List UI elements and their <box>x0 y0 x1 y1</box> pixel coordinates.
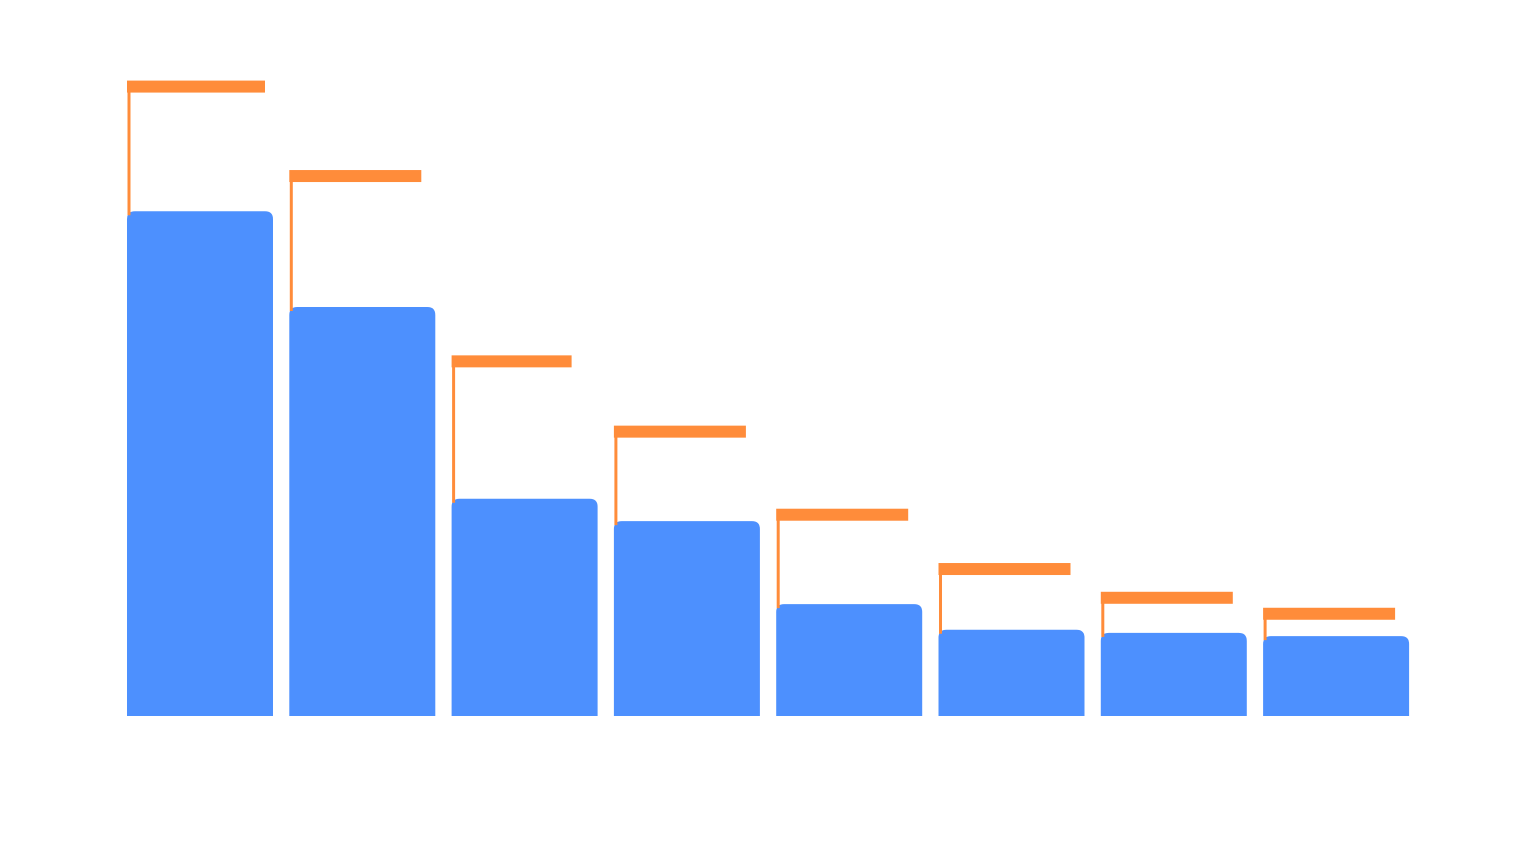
marker-8 <box>1263 607 1396 641</box>
bar-1 <box>127 211 273 716</box>
marker-cap-4 <box>613 425 746 438</box>
marker-3 <box>451 355 572 503</box>
marker-1 <box>127 80 265 216</box>
bar-7 <box>1100 632 1247 716</box>
bar-5 <box>776 604 923 716</box>
markers-layer <box>127 80 1396 641</box>
bars-layer <box>127 211 1410 716</box>
marker-6 <box>938 563 1071 634</box>
marker-cap-2 <box>289 170 422 183</box>
marker-4 <box>613 425 746 526</box>
bar-6 <box>938 629 1085 716</box>
bar-4 <box>613 521 760 716</box>
marker-cap-5 <box>776 508 909 521</box>
marker-cap-6 <box>938 563 1071 576</box>
marker-cap-1 <box>127 80 265 93</box>
bar-3 <box>451 498 598 716</box>
marker-cap-3 <box>451 355 572 368</box>
bar-2 <box>289 307 436 716</box>
marker-cap-8 <box>1263 607 1396 620</box>
bar-8 <box>1263 636 1410 716</box>
marker-5 <box>776 508 909 609</box>
marker-7 <box>1100 591 1233 637</box>
marker-2 <box>289 170 422 312</box>
marker-cap-7 <box>1100 591 1233 604</box>
